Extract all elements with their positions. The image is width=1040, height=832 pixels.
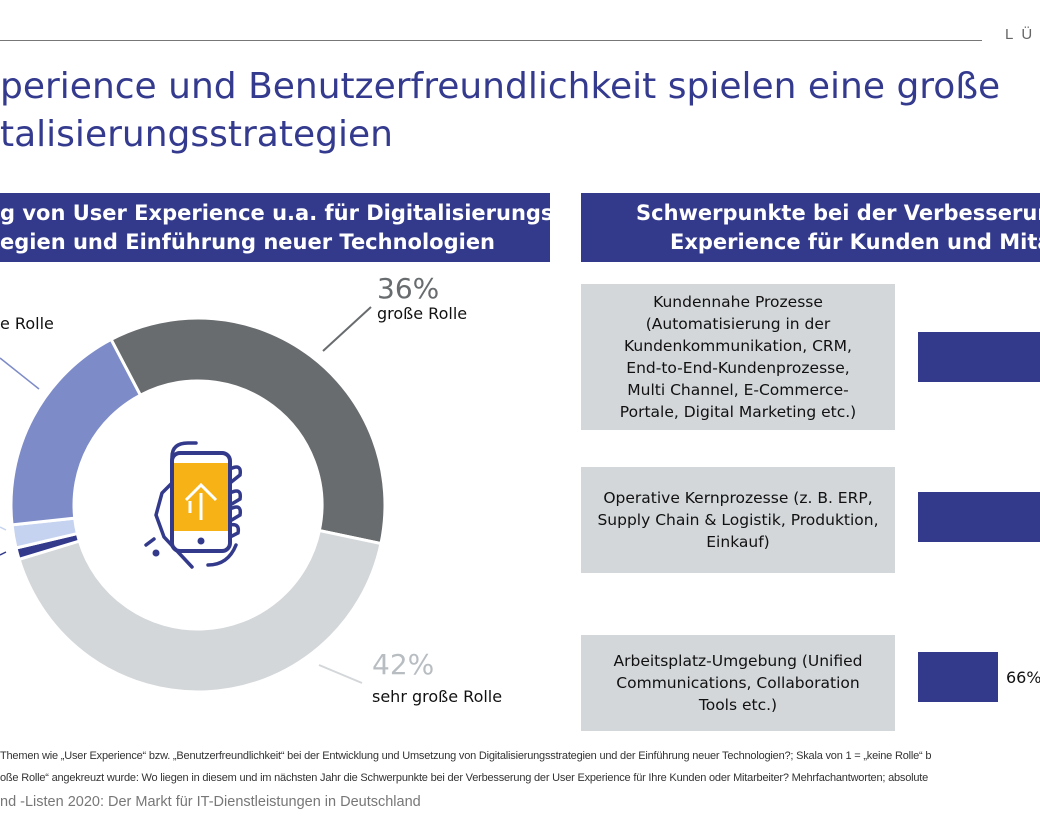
leader-line-grosse	[322, 306, 372, 352]
header-rule	[0, 40, 982, 41]
category-box-kundennahe: Kundennahe Prozesse (Automatisierung in …	[581, 284, 895, 430]
label-sehr-grosse: sehr große Rolle	[372, 687, 503, 706]
label-grosse-pct: 36%	[377, 272, 440, 305]
left-title-line-2: egien und Einführung neuer Technologien	[0, 230, 496, 254]
left-title-line-1: g von User Experience u.a. für Digitalis…	[0, 201, 563, 225]
source-note: nd -Listen 2020: Der Markt für IT-Dienst…	[0, 794, 421, 810]
category-label: Arbeitsplatz-Umgebung (Unified Communica…	[613, 652, 863, 714]
footnote-2: oße Rolle“ angekreuzt wurde: Wo liegen i…	[0, 772, 929, 784]
page-title-line-2: talisierungsstrategien	[0, 114, 393, 155]
donut-slice-4	[9, 337, 143, 527]
donut-slice-0	[109, 316, 387, 546]
leader-line-small-2	[0, 551, 7, 556]
smartphone-in-hand-icon	[144, 441, 243, 569]
page-title-line-1: perience und Benutzerfreundlichkeit spie…	[0, 66, 1001, 107]
right-title-line-1: Schwerpunkte bei der Verbesserung	[636, 201, 1040, 225]
category-box-arbeitsplatz: Arbeitsplatz-Umgebung (Unified Communica…	[581, 635, 895, 731]
donut-slice-1	[17, 528, 383, 694]
label-grosse: große Rolle	[377, 304, 468, 323]
left-panel-title: g von User Experience u.a. für Digitalis…	[0, 193, 562, 262]
right-panel-title: Schwerpunkte bei der Verbesserung Experi…	[581, 193, 1040, 262]
leader-line-sehr-grosse	[318, 664, 363, 684]
footnote-1: Themen wie „User Experience“ bzw. „Benut…	[0, 750, 932, 762]
category-label: Operative Kernprozesse (z. B. ERP, Suppl…	[597, 489, 879, 551]
bar-arbeitsplatz-value: 66%	[1006, 668, 1040, 687]
bar-operative	[918, 492, 1040, 542]
label-sehr-grosse-pct: 42%	[372, 648, 435, 681]
leader-line-rolle	[0, 357, 40, 390]
bar-arbeitsplatz	[918, 652, 998, 702]
label-rolle: e Rolle	[0, 314, 54, 333]
bar-kundennahe	[918, 332, 1040, 382]
category-box-operative: Operative Kernprozesse (z. B. ERP, Suppl…	[581, 467, 895, 573]
category-label: Kundennahe Prozesse (Automatisierung in …	[619, 293, 857, 421]
right-title-line-2: Experience für Kunden und Mitar	[670, 230, 1040, 254]
leader-line-small-1	[0, 526, 7, 531]
logo: LÜ	[1005, 26, 1040, 43]
